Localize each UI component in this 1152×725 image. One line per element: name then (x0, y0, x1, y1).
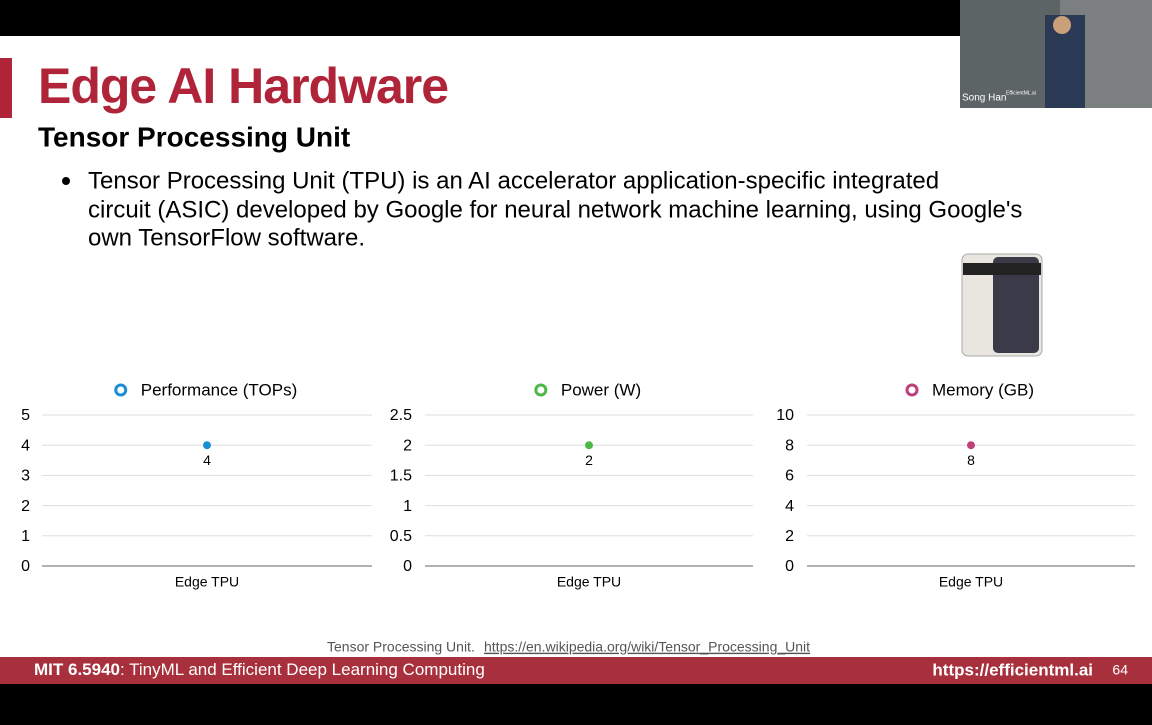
legend-label: Power (W) (561, 380, 641, 399)
y-tick-label: 0.5 (390, 528, 412, 545)
footer-bar (0, 657, 1152, 684)
y-tick-label: 3 (21, 468, 30, 485)
video-board (960, 0, 1060, 108)
data-label: 8 (967, 452, 975, 468)
slide-title: Edge AI Hardware (38, 58, 448, 114)
video-person-head (1053, 16, 1071, 34)
y-tick-label: 4 (21, 437, 30, 454)
x-tick-label: Edge TPU (175, 574, 239, 590)
data-point (585, 441, 593, 450)
y-tick-label: 6 (785, 468, 794, 485)
data-point (967, 441, 975, 450)
bullet-line: own TensorFlow software. (88, 224, 365, 251)
footer-course-title: : TinyML and Efficient Deep Learning Com… (120, 660, 485, 679)
x-tick-label: Edge TPU (939, 574, 1003, 590)
y-tick-label: 5 (21, 407, 30, 424)
legend-label: Performance (TOPs) (141, 380, 298, 399)
slide-background (0, 36, 1152, 684)
phone-camera-bar (963, 263, 1041, 275)
bullet-dot (62, 177, 70, 185)
accent-bar (0, 58, 12, 118)
phone-screen (993, 257, 1039, 353)
video-watermark: EfficientML.ai (1006, 90, 1036, 96)
footer-url[interactable]: https://efficientml.ai (932, 660, 1093, 679)
y-tick-label: 1 (21, 528, 30, 545)
video-speaker: Song Han (962, 93, 1006, 104)
footer-course-code: MIT 6.5940 (34, 660, 120, 679)
y-tick-label: 0 (21, 558, 30, 575)
y-tick-label: 1.5 (390, 468, 412, 485)
y-tick-label: 10 (776, 407, 794, 424)
citation-text: Tensor Processing Unit. (327, 639, 475, 655)
legend-marker (534, 383, 548, 397)
legend-label: Memory (GB) (932, 380, 1034, 399)
x-tick-label: Edge TPU (557, 574, 621, 590)
y-tick-label: 8 (785, 437, 794, 454)
y-tick-label: 0 (785, 558, 794, 575)
y-tick-label: 1 (403, 498, 412, 515)
charts: 0 1 2 3 4 5 Edge TPU Performance (TOPs) 4 0 0.5 1 1.… (21, 380, 1135, 590)
y-tick-label: 2 (21, 498, 30, 515)
legend-marker (905, 383, 919, 397)
y-tick-label: 2 (785, 528, 794, 545)
bullet-line: circuit (ASIC) developed by Google for n… (88, 196, 1022, 223)
data-point (203, 441, 211, 450)
bullet-line: Tensor Processing Unit (TPU) is an AI ac… (88, 167, 939, 194)
legend-marker (114, 383, 128, 397)
y-tick-label: 2 (403, 437, 412, 454)
footer-course: MIT 6.5940: TinyML and Efficient Deep Le… (34, 660, 485, 679)
y-tick-label: 2.5 (390, 407, 412, 424)
y-tick-label: 0 (403, 558, 412, 575)
data-label: 4 (203, 452, 211, 468)
page-number: 64 (1112, 662, 1128, 678)
data-label: 2 (585, 452, 593, 468)
citation-link[interactable]: https://en.wikipedia.org/wiki/Tensor_Pro… (484, 639, 810, 655)
slide-subtitle: Tensor Processing Unit (38, 121, 350, 152)
y-tick-label: 4 (785, 498, 794, 515)
